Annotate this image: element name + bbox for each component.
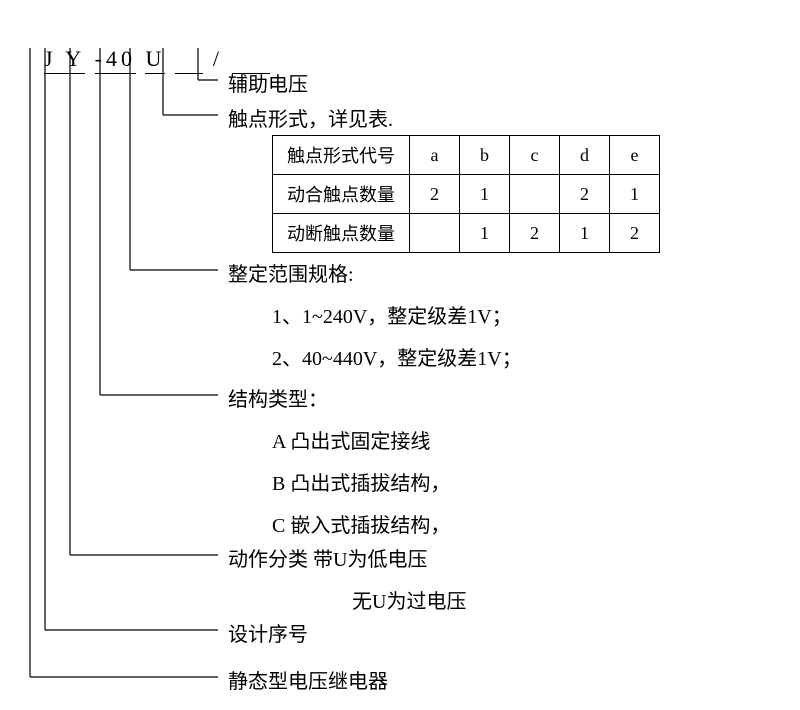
cell: 2 (560, 175, 610, 214)
th-e: e (610, 136, 660, 175)
struct-c-label: C 嵌入式插拔结构， (272, 509, 450, 538)
table-row: 动合触点数量 2 1 2 1 (273, 175, 660, 214)
struct-b-label: B 凸出式插拔结构， (272, 467, 450, 496)
table-row: 触点形式代号 a b c d e (273, 136, 660, 175)
th-c: c (510, 136, 560, 175)
cell (510, 175, 560, 214)
contact-table: 触点形式代号 a b c d e 动合触点数量 2 1 2 1 动断触点数量 1… (272, 135, 660, 253)
cell: 1 (610, 175, 660, 214)
relay-type-label: 静态型电压继电器 (228, 665, 388, 694)
struct-a-label: A 凸出式固定接线 (272, 425, 430, 454)
cell: 2 (510, 214, 560, 253)
setting-range-label: 整定范围规格: (228, 258, 354, 287)
cell: 2 (610, 214, 660, 253)
cell: 1 (460, 175, 510, 214)
setting-2-label: 2、40~440V，整定级差1V； (272, 342, 522, 371)
row2-head: 动断触点数量 (273, 214, 410, 253)
row1-head: 动合触点数量 (273, 175, 410, 214)
cell: 1 (560, 214, 610, 253)
aux-voltage-label: 辅助电压 (228, 68, 308, 97)
code-gap1 (175, 46, 204, 74)
action-cat-label: 动作分类 带U为低电压 (228, 543, 427, 572)
cell: 1 (460, 214, 510, 253)
code-u: U (145, 46, 165, 74)
th-code: 触点形式代号 (273, 136, 410, 175)
struct-type-label: 结构类型： (228, 383, 328, 412)
code-jy: J Y (44, 46, 85, 74)
th-a: a (410, 136, 460, 175)
contact-form-label: 触点形式，详见表. (228, 103, 393, 132)
setting-1-label: 1、1~240V，整定级差1V； (272, 300, 512, 329)
cell: 2 (410, 175, 460, 214)
th-b: b (460, 136, 510, 175)
code-40: -40 (95, 46, 136, 74)
code-slash: / (213, 46, 223, 71)
th-d: d (560, 136, 610, 175)
cell (410, 214, 460, 253)
design-no-label: 设计序号 (228, 618, 308, 647)
model-code: J Y -40 U / (25, 20, 270, 74)
action-no-u-label: 无U为过电压 (352, 585, 466, 614)
table-row: 动断触点数量 1 2 1 2 (273, 214, 660, 253)
